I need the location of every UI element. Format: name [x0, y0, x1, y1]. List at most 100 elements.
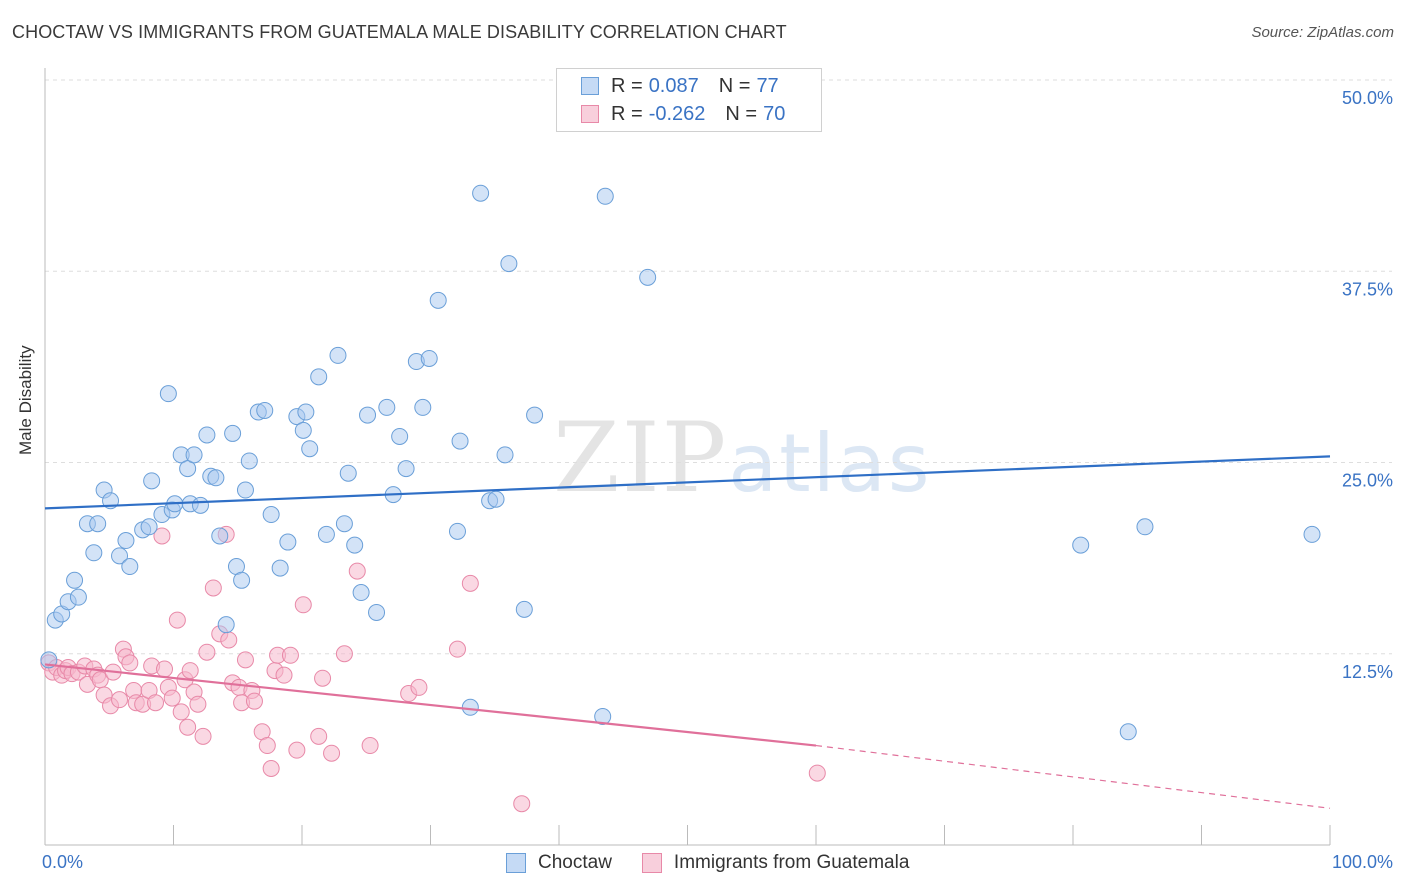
- data-point-choctaw: [461, 698, 479, 716]
- watermark-zip: ZIP: [553, 402, 729, 514]
- data-point-guatemala: [189, 695, 207, 713]
- data-point-choctaw: [500, 255, 518, 273]
- data-point-choctaw: [279, 533, 297, 551]
- data-point-choctaw: [451, 432, 469, 450]
- data-point-guatemala: [294, 596, 312, 614]
- legend-n-value-guatemala: 70: [763, 102, 786, 125]
- series-guatemala-points: [40, 525, 826, 813]
- data-point-choctaw: [121, 558, 139, 576]
- legend-label-guatemala: Immigrants from Guatemala: [673, 852, 910, 873]
- series-legend: Choctaw Immigrants from Guatemala: [506, 852, 939, 874]
- y-axis-label: Male Disability: [16, 345, 35, 455]
- data-point-choctaw: [378, 398, 396, 416]
- data-point-choctaw: [294, 421, 312, 439]
- data-point-choctaw: [487, 490, 505, 508]
- data-point-guatemala: [323, 744, 341, 762]
- data-point-choctaw: [185, 446, 203, 464]
- data-point-guatemala: [275, 666, 293, 684]
- axes: [44, 68, 1331, 846]
- x-tick-label: 0.0%: [42, 852, 83, 872]
- data-point-guatemala: [163, 689, 181, 707]
- watermark: ZIPatlas: [553, 402, 932, 514]
- data-point-choctaw: [191, 496, 209, 514]
- data-point-guatemala: [262, 760, 280, 777]
- data-point-choctaw: [85, 544, 103, 562]
- legend-n-label: N =: [725, 102, 758, 125]
- data-point-choctaw: [89, 515, 107, 533]
- data-point-choctaw: [310, 368, 328, 386]
- data-point-guatemala: [220, 631, 238, 649]
- legend-swatch-pink: [581, 105, 599, 123]
- data-point-choctaw: [211, 527, 229, 545]
- data-point-choctaw: [596, 187, 614, 205]
- data-point-choctaw: [526, 406, 544, 424]
- watermark-atlas: atlas: [728, 417, 932, 510]
- series-choctaw-points: [40, 184, 1321, 741]
- data-point-guatemala: [448, 640, 466, 658]
- data-point-choctaw: [66, 571, 84, 589]
- data-point-guatemala: [513, 795, 531, 813]
- data-point-choctaw: [346, 536, 364, 554]
- data-point-choctaw: [594, 707, 612, 725]
- data-point-guatemala: [153, 527, 171, 545]
- legend-r-value-guatemala: -0.262: [648, 102, 706, 125]
- y-tick-label: 12.5%: [1342, 662, 1393, 682]
- legend-item-guatemala: Immigrants from Guatemala: [641, 852, 910, 874]
- data-point-guatemala: [314, 669, 332, 687]
- data-point-guatemala: [288, 741, 306, 759]
- data-point-choctaw: [420, 349, 438, 367]
- data-point-choctaw: [297, 403, 315, 421]
- data-point-choctaw: [301, 440, 319, 458]
- data-point-choctaw: [217, 616, 235, 634]
- legend-label-choctaw: Choctaw: [538, 852, 612, 873]
- data-point-choctaw: [1072, 536, 1090, 554]
- data-point-choctaw: [1303, 525, 1321, 543]
- data-point-choctaw: [179, 460, 197, 478]
- legend-swatch-pink: [641, 853, 662, 873]
- trend-lines: [44, 455, 1331, 809]
- data-point-choctaw: [117, 532, 135, 550]
- data-point-guatemala: [121, 654, 139, 672]
- data-point-choctaw: [236, 481, 254, 499]
- data-point-choctaw: [339, 464, 357, 482]
- data-point-guatemala: [198, 643, 216, 661]
- data-point-choctaw: [40, 651, 58, 669]
- data-point-choctaw: [233, 571, 251, 589]
- data-point-choctaw: [207, 469, 225, 487]
- data-point-choctaw: [271, 559, 289, 577]
- data-point-guatemala: [281, 646, 299, 664]
- data-point-guatemala: [361, 737, 379, 755]
- source-label: Source: ZipAtlas.com: [1251, 24, 1394, 41]
- data-point-choctaw: [140, 518, 158, 536]
- data-point-guatemala: [245, 692, 263, 710]
- data-point-choctaw: [143, 472, 161, 490]
- x-tick-label: 100.0%: [1332, 852, 1393, 872]
- data-point-choctaw: [224, 424, 242, 442]
- data-point-choctaw: [262, 506, 280, 524]
- data-point-choctaw: [69, 588, 87, 606]
- data-point-guatemala: [258, 737, 276, 755]
- data-point-choctaw: [111, 547, 129, 565]
- data-point-choctaw: [1119, 723, 1137, 741]
- data-point-choctaw: [397, 460, 415, 478]
- trend-line-choctaw: [44, 455, 1331, 510]
- data-point-guatemala: [461, 574, 479, 592]
- data-point-choctaw: [496, 446, 514, 464]
- tick-labels: 12.5% 25.0% 37.5% 50.0% 0.0% 100.0%: [42, 88, 1393, 872]
- data-point-choctaw: [1136, 518, 1154, 536]
- data-point-guatemala: [236, 651, 254, 669]
- data-point-choctaw: [352, 584, 370, 602]
- correlation-legend: R = 0.087 N = 77 R = -0.262 N = 70: [556, 68, 822, 132]
- data-point-guatemala: [348, 562, 366, 580]
- data-point-choctaw: [240, 452, 258, 470]
- data-point-choctaw: [448, 522, 466, 540]
- data-point-choctaw: [329, 346, 347, 364]
- data-point-guatemala: [111, 691, 129, 709]
- grid-lines: [45, 79, 1392, 655]
- data-point-guatemala: [172, 703, 190, 721]
- data-point-choctaw: [317, 525, 335, 543]
- trend-line-guatemala-extrapolated: [815, 744, 1331, 809]
- data-point-choctaw: [391, 427, 409, 445]
- data-point-choctaw: [256, 401, 274, 419]
